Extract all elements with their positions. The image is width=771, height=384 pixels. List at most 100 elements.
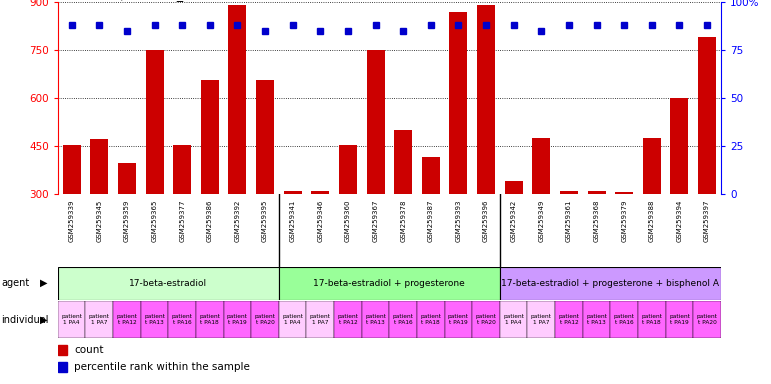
- Text: GSM259395: GSM259395: [262, 200, 268, 242]
- Bar: [62, 145, 81, 194]
- Bar: [394, 130, 412, 194]
- Text: GSM259349: GSM259349: [538, 200, 544, 242]
- Text: GSM259346: GSM259346: [318, 200, 323, 242]
- Text: patient
t PA13: patient t PA13: [586, 314, 607, 325]
- Text: patient
t PA13: patient t PA13: [144, 314, 165, 325]
- Text: patient
t PA13: patient t PA13: [365, 314, 386, 325]
- Text: patient
1 PA4: patient 1 PA4: [61, 314, 82, 325]
- Bar: [532, 138, 550, 194]
- Text: patient
t PA12: patient t PA12: [338, 314, 359, 325]
- Bar: [366, 50, 385, 194]
- Bar: [449, 12, 467, 194]
- Text: GSM259359: GSM259359: [124, 200, 130, 242]
- Text: 17-beta-estradiol + progesterone: 17-beta-estradiol + progesterone: [314, 279, 465, 288]
- Bar: [58, 301, 86, 338]
- Text: patient
t PA16: patient t PA16: [614, 314, 635, 325]
- Text: patient
t PA18: patient t PA18: [200, 314, 221, 325]
- Text: patient
t PA20: patient t PA20: [254, 314, 275, 325]
- Text: GSM259397: GSM259397: [704, 200, 710, 242]
- Text: GSM259365: GSM259365: [152, 200, 157, 242]
- Text: GSM259341: GSM259341: [290, 200, 295, 242]
- Bar: [422, 157, 439, 194]
- Text: GSM259394: GSM259394: [676, 200, 682, 242]
- Text: patient
t PA16: patient t PA16: [172, 314, 193, 325]
- Bar: [505, 181, 523, 194]
- Text: 17-beta-estradiol: 17-beta-estradiol: [130, 279, 207, 288]
- Bar: [417, 301, 445, 338]
- Bar: [583, 301, 611, 338]
- Text: GSM259396: GSM259396: [483, 200, 489, 242]
- Bar: [588, 191, 605, 194]
- Text: ▶: ▶: [40, 278, 48, 288]
- Text: patient
1 PA4: patient 1 PA4: [503, 314, 524, 325]
- Text: GSM259392: GSM259392: [234, 200, 241, 242]
- Bar: [279, 301, 306, 338]
- Bar: [228, 5, 247, 194]
- Text: patient
t PA18: patient t PA18: [420, 314, 441, 325]
- Bar: [140, 301, 168, 338]
- Text: GSM259386: GSM259386: [207, 200, 213, 242]
- Bar: [306, 301, 334, 338]
- Bar: [251, 301, 279, 338]
- Text: patient
1 PA7: patient 1 PA7: [531, 314, 552, 325]
- Text: ▶: ▶: [40, 314, 48, 325]
- Text: patient
t PA20: patient t PA20: [697, 314, 718, 325]
- Bar: [200, 80, 219, 194]
- Bar: [500, 301, 527, 338]
- Bar: [168, 301, 196, 338]
- Text: agent: agent: [2, 278, 30, 288]
- Text: count: count: [74, 346, 104, 356]
- Bar: [477, 5, 495, 194]
- Bar: [389, 301, 417, 338]
- Bar: [472, 301, 500, 338]
- Bar: [86, 301, 113, 338]
- Text: GSM259342: GSM259342: [510, 200, 517, 242]
- Text: GSM259360: GSM259360: [345, 200, 351, 242]
- Text: GSM259378: GSM259378: [400, 200, 406, 242]
- Text: GSM259379: GSM259379: [621, 200, 627, 242]
- Text: patient
t PA19: patient t PA19: [669, 314, 690, 325]
- Text: GSM259368: GSM259368: [594, 200, 600, 242]
- Bar: [256, 80, 274, 194]
- Text: GSM259393: GSM259393: [456, 200, 461, 242]
- Bar: [560, 191, 578, 194]
- Text: GSM259339: GSM259339: [69, 200, 75, 242]
- Text: 17-beta-estradiol + progesterone + bisphenol A: 17-beta-estradiol + progesterone + bisph…: [501, 279, 719, 288]
- Text: individual: individual: [2, 314, 49, 325]
- Text: GSM259367: GSM259367: [372, 200, 379, 242]
- Bar: [58, 267, 279, 300]
- Text: patient
t PA12: patient t PA12: [116, 314, 137, 325]
- Text: GDS3388 / 217997_at: GDS3388 / 217997_at: [58, 0, 196, 1]
- Text: patient
t PA18: patient t PA18: [641, 314, 662, 325]
- Bar: [500, 267, 721, 300]
- Bar: [445, 301, 472, 338]
- Text: patient
t PA12: patient t PA12: [558, 314, 579, 325]
- Bar: [311, 191, 329, 194]
- Bar: [698, 37, 716, 194]
- Text: GSM259345: GSM259345: [96, 200, 103, 242]
- Text: percentile rank within the sample: percentile rank within the sample: [74, 362, 250, 372]
- Bar: [279, 267, 500, 300]
- Text: patient
1 PA7: patient 1 PA7: [310, 314, 331, 325]
- Bar: [173, 145, 191, 194]
- Bar: [362, 301, 389, 338]
- Bar: [611, 301, 638, 338]
- Bar: [224, 301, 251, 338]
- Text: GSM259377: GSM259377: [179, 200, 185, 242]
- Bar: [693, 301, 721, 338]
- Bar: [113, 301, 140, 338]
- Text: patient
1 PA7: patient 1 PA7: [89, 314, 109, 325]
- Bar: [555, 301, 583, 338]
- Bar: [146, 50, 163, 194]
- Bar: [643, 138, 661, 194]
- Text: GSM259361: GSM259361: [566, 200, 572, 242]
- Bar: [615, 192, 633, 194]
- Text: GSM259387: GSM259387: [428, 200, 434, 242]
- Text: GSM259388: GSM259388: [649, 200, 655, 242]
- Text: patient
t PA19: patient t PA19: [448, 314, 469, 325]
- Bar: [339, 145, 357, 194]
- Text: patient
1 PA4: patient 1 PA4: [282, 314, 303, 325]
- Bar: [196, 301, 224, 338]
- Bar: [58, 345, 67, 355]
- Bar: [284, 191, 301, 194]
